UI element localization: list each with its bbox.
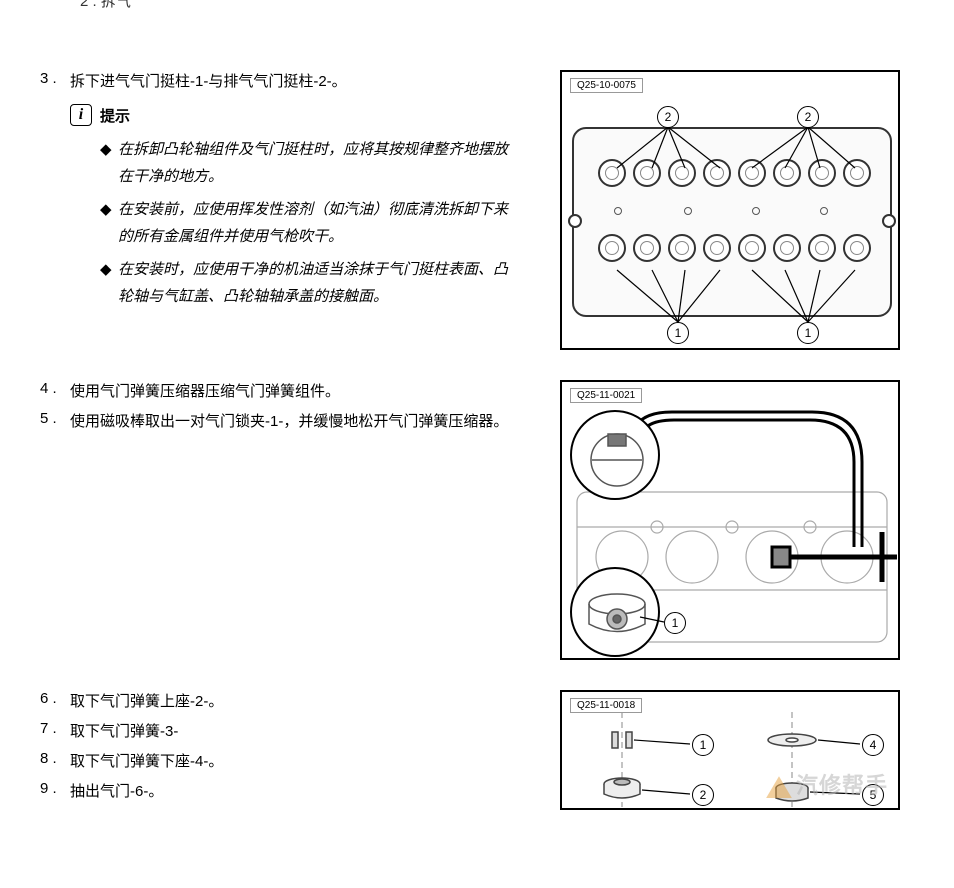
- step-5: 5 . 使用磁吸棒取出一对气门锁夹-1-，并缓慢地松开气门弹簧压缩器。: [40, 410, 540, 434]
- step-number: 3 .: [40, 70, 70, 94]
- callout: 1: [692, 734, 714, 756]
- figure-label: Q25-11-0021: [570, 388, 642, 403]
- step-9: 9 . 抽出气门-6-。: [40, 780, 540, 804]
- step-number: 9 .: [40, 780, 70, 804]
- step-text: 拆下进气气门挺柱-1-与排气气门挺柱-2-。: [70, 70, 540, 94]
- step-text: 使用气门弹簧压缩器压缩气门弹簧组件。: [70, 380, 540, 404]
- cylinder-head-outline: [572, 127, 892, 317]
- figure-3-valve-parts: Q25-11-0018: [560, 690, 900, 810]
- section-step-6-9: 6 . 取下气门弹簧上座-2-。 7 . 取下气门弹簧-3- 8 . 取下气门弹…: [20, 690, 934, 810]
- callout: 1: [667, 322, 689, 344]
- bullet-marker: ◆: [100, 136, 118, 190]
- figure-1-cylinder-head: Q25-10-0075 2 2 1 1: [560, 70, 900, 350]
- step-number: 7 .: [40, 720, 70, 744]
- step-text: 取下气门弹簧上座-2-。: [70, 690, 540, 714]
- tip-bullets: ◆ 在拆卸凸轮轴组件及气门挺柱时，应将其按规律整齐地摆放在干净的地方。 ◆ 在安…: [100, 136, 520, 310]
- callout-1: 1: [664, 612, 686, 634]
- callout: 1: [797, 322, 819, 344]
- callout: 2: [692, 784, 714, 806]
- step-4: 4 . 使用气门弹簧压缩器压缩气门弹簧组件。: [40, 380, 540, 404]
- step-number: 8 .: [40, 750, 70, 774]
- bullet-marker: ◆: [100, 256, 118, 310]
- callout: 2: [797, 106, 819, 128]
- callout: 2: [657, 106, 679, 128]
- figure-label: Q25-11-0018: [570, 698, 642, 713]
- watermark-logo-icon: [766, 776, 792, 798]
- callout: 4: [862, 734, 884, 756]
- page-top-fragment: 2 . 拆气: [80, 0, 131, 11]
- bullet-marker: ◆: [100, 196, 118, 250]
- bullet-text: 在拆卸凸轮轴组件及气门挺柱时，应将其按规律整齐地摆放在干净的地方。: [118, 136, 520, 190]
- tip-bullet: ◆ 在安装时，应使用干净的机油适当涂抹于气门挺柱表面、凸轮轴与气缸盖、凸轮轴轴承…: [100, 256, 520, 310]
- section-step-4-5: 4 . 使用气门弹簧压缩器压缩气门弹簧组件。 5 . 使用磁吸棒取出一对气门锁夹…: [20, 380, 934, 660]
- figure-2-spring-compressor: Q25-11-0021: [560, 380, 900, 660]
- watermark: 汽修帮手: [766, 768, 888, 800]
- tip-bullet: ◆ 在拆卸凸轮轴组件及气门挺柱时，应将其按规律整齐地摆放在干净的地方。: [100, 136, 520, 190]
- step-6: 6 . 取下气门弹簧上座-2-。: [40, 690, 540, 714]
- step-text: 使用磁吸棒取出一对气门锁夹-1-，并缓慢地松开气门弹簧压缩器。: [70, 410, 540, 434]
- step-number: 5 .: [40, 410, 70, 434]
- step-8: 8 . 取下气门弹簧下座-4-。: [40, 750, 540, 774]
- figure-label: Q25-10-0075: [570, 78, 643, 93]
- step-text: 取下气门弹簧下座-4-。: [70, 750, 540, 774]
- step-3: 3 . 拆下进气气门挺柱-1-与排气气门挺柱-2-。: [40, 70, 540, 94]
- step-text: 抽出气门-6-。: [70, 780, 540, 804]
- bullet-text: 在安装前，应使用挥发性溶剂（如汽油）彻底清洗拆卸下来的所有金属组件并使用气枪吹干…: [118, 196, 520, 250]
- bullet-text: 在安装时，应使用干净的机油适当涂抹于气门挺柱表面、凸轮轴与气缸盖、凸轮轴轴承盖的…: [118, 256, 520, 310]
- step-number: 4 .: [40, 380, 70, 404]
- step-text: 取下气门弹簧-3-: [70, 720, 540, 744]
- info-icon: i: [70, 104, 92, 126]
- tip-bullet: ◆ 在安装前，应使用挥发性溶剂（如汽油）彻底清洗拆卸下来的所有金属组件并使用气枪…: [100, 196, 520, 250]
- figure-2-leader: [562, 382, 900, 660]
- tip-label: 提示: [100, 105, 130, 126]
- step-number: 6 .: [40, 690, 70, 714]
- step-7: 7 . 取下气门弹簧-3-: [40, 720, 540, 744]
- tip-header: i 提示: [70, 104, 540, 126]
- section-step-3: 3 . 拆下进气气门挺柱-1-与排气气门挺柱-2-。 i 提示 ◆ 在拆卸凸轮轴…: [20, 70, 934, 350]
